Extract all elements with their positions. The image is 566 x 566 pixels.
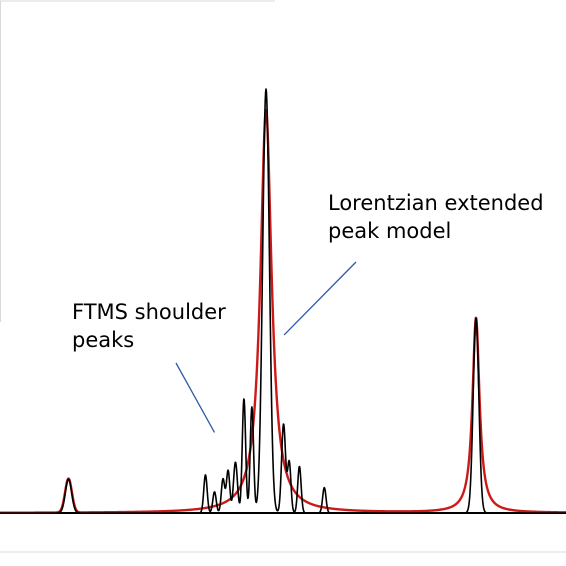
- ftms-spectrum-line: [0, 88, 566, 514]
- annotation-lorentzian-model: Lorentzian extended peak model: [328, 191, 544, 243]
- leader-line-lorentzian-model: [283, 261, 357, 336]
- annotation-ftms-shoulder-peaks: FTMS shoulder peaks: [72, 300, 226, 352]
- leader-line-ftms-shoulder: [175, 362, 216, 433]
